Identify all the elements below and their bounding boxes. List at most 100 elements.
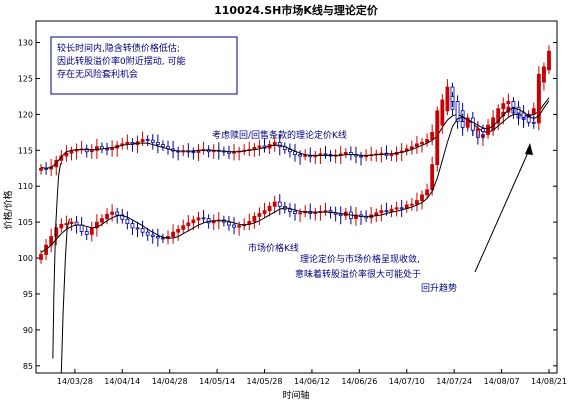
candle-body [435,124,440,166]
candle-body [140,228,145,233]
x-tick-label: 14/05/14 [199,377,235,386]
candle-body [374,212,379,216]
y-tick-label: 95 [23,290,33,299]
candle-body [542,69,546,75]
candle-body [171,231,175,237]
convergence-note-line-3: 回升趋势 [421,282,457,294]
candle-body [409,146,414,150]
annotation-box-frame [50,36,238,95]
candle-body [257,213,262,217]
candle-body [277,142,282,148]
candle-body [430,164,435,191]
x-tick-label: 14/07/24 [436,377,472,386]
candle-body [54,227,59,237]
x-tick-label: 14/05/28 [247,377,283,386]
candle-body [425,189,429,196]
candle-body [94,146,99,151]
x-tick-label: 14/07/10 [389,377,425,386]
candle-body [389,154,394,157]
annotation-box-line-2: 因此转股溢价率0附近摆动, 可能 [57,55,185,67]
candle-body [293,210,297,214]
candle-body [272,142,277,145]
y-axis-label: 价格/价格 [2,190,14,229]
convergence-note-line-1: 理论定价与市场价格呈现收敛, [300,253,420,265]
candle-body [470,117,475,131]
connector-line [60,218,70,374]
x-tick-label: 14/06/26 [341,377,377,386]
candle-body [145,231,150,236]
candle-body [521,112,526,118]
convergence-arrow [474,143,533,273]
candle-body [150,139,155,143]
candle-body [84,231,89,235]
x-tick-label: 14/04/28 [152,377,188,386]
candle-body [262,210,267,214]
candle-body [496,108,501,119]
candle-body [389,208,394,212]
candle-body [343,152,348,155]
candle-body [511,101,516,108]
candle-body [267,205,272,212]
candle-body [501,103,506,110]
candle-body [455,101,460,122]
market-series-label: 市场价格K线 [248,242,299,254]
candle-body [547,50,551,71]
candle-body [150,234,155,237]
candle-body [491,117,496,126]
candle-body [232,224,236,228]
candle-body [445,96,450,112]
candle-body [191,219,196,224]
candle-body [288,208,292,212]
theory-series-label: 考虑赎回/回售条款的理论定价K线 [212,129,347,141]
y-tick-label: 100 [18,254,33,263]
candle-body [440,110,445,126]
candle-body [359,155,363,158]
candle-body [161,144,165,148]
candle-body [125,218,130,224]
candle-body [288,149,292,153]
candle-body [450,96,455,102]
candle-body [506,101,511,105]
candle-body [64,223,69,225]
candle-body [94,221,99,229]
candle-body [257,145,262,148]
candle-body [135,227,140,230]
candle-body [409,203,414,206]
y-tick-label: 130 [18,39,33,48]
candle-body [531,121,536,124]
candle-body [354,214,358,219]
candle-body [237,225,242,228]
candle-body [201,217,206,220]
series-2 [52,163,62,359]
candle-body [59,223,64,229]
x-tick-label: 14/08/07 [484,377,520,386]
candle-body [394,207,399,210]
candle-body [39,167,43,171]
candle-body [303,154,308,157]
candle-body [526,116,531,123]
y-tick-label: 105 [18,218,33,227]
y-tick-label: 115 [18,146,33,155]
candle-body [277,201,282,207]
candle-body [252,215,257,222]
candle-body [384,210,389,213]
candle-body [125,142,130,145]
candle-body [323,153,328,156]
convergence-note-line-2: 意味着转股溢价率很大可能处于 [295,268,421,280]
candle-body [89,149,94,153]
candle-body [186,222,191,227]
x-tick-label: 14/08/21 [531,377,567,386]
candle-body [206,218,211,224]
candle-body [155,142,160,145]
x-tick-label: 14/06/12 [294,377,330,386]
candle-body [196,217,201,221]
plot-frame [35,20,558,374]
chart-title: 110024.SH市场K线与理论定价 [214,3,379,17]
x-axis: 14/03/28 14/04/14 14/04/28 14/05/14 14/05/28… [57,369,567,386]
candle-body [338,213,343,217]
candle-body [420,194,424,201]
candle-body [105,213,109,219]
y-tick-label: 120 [18,110,33,119]
series-layer [39,45,551,374]
